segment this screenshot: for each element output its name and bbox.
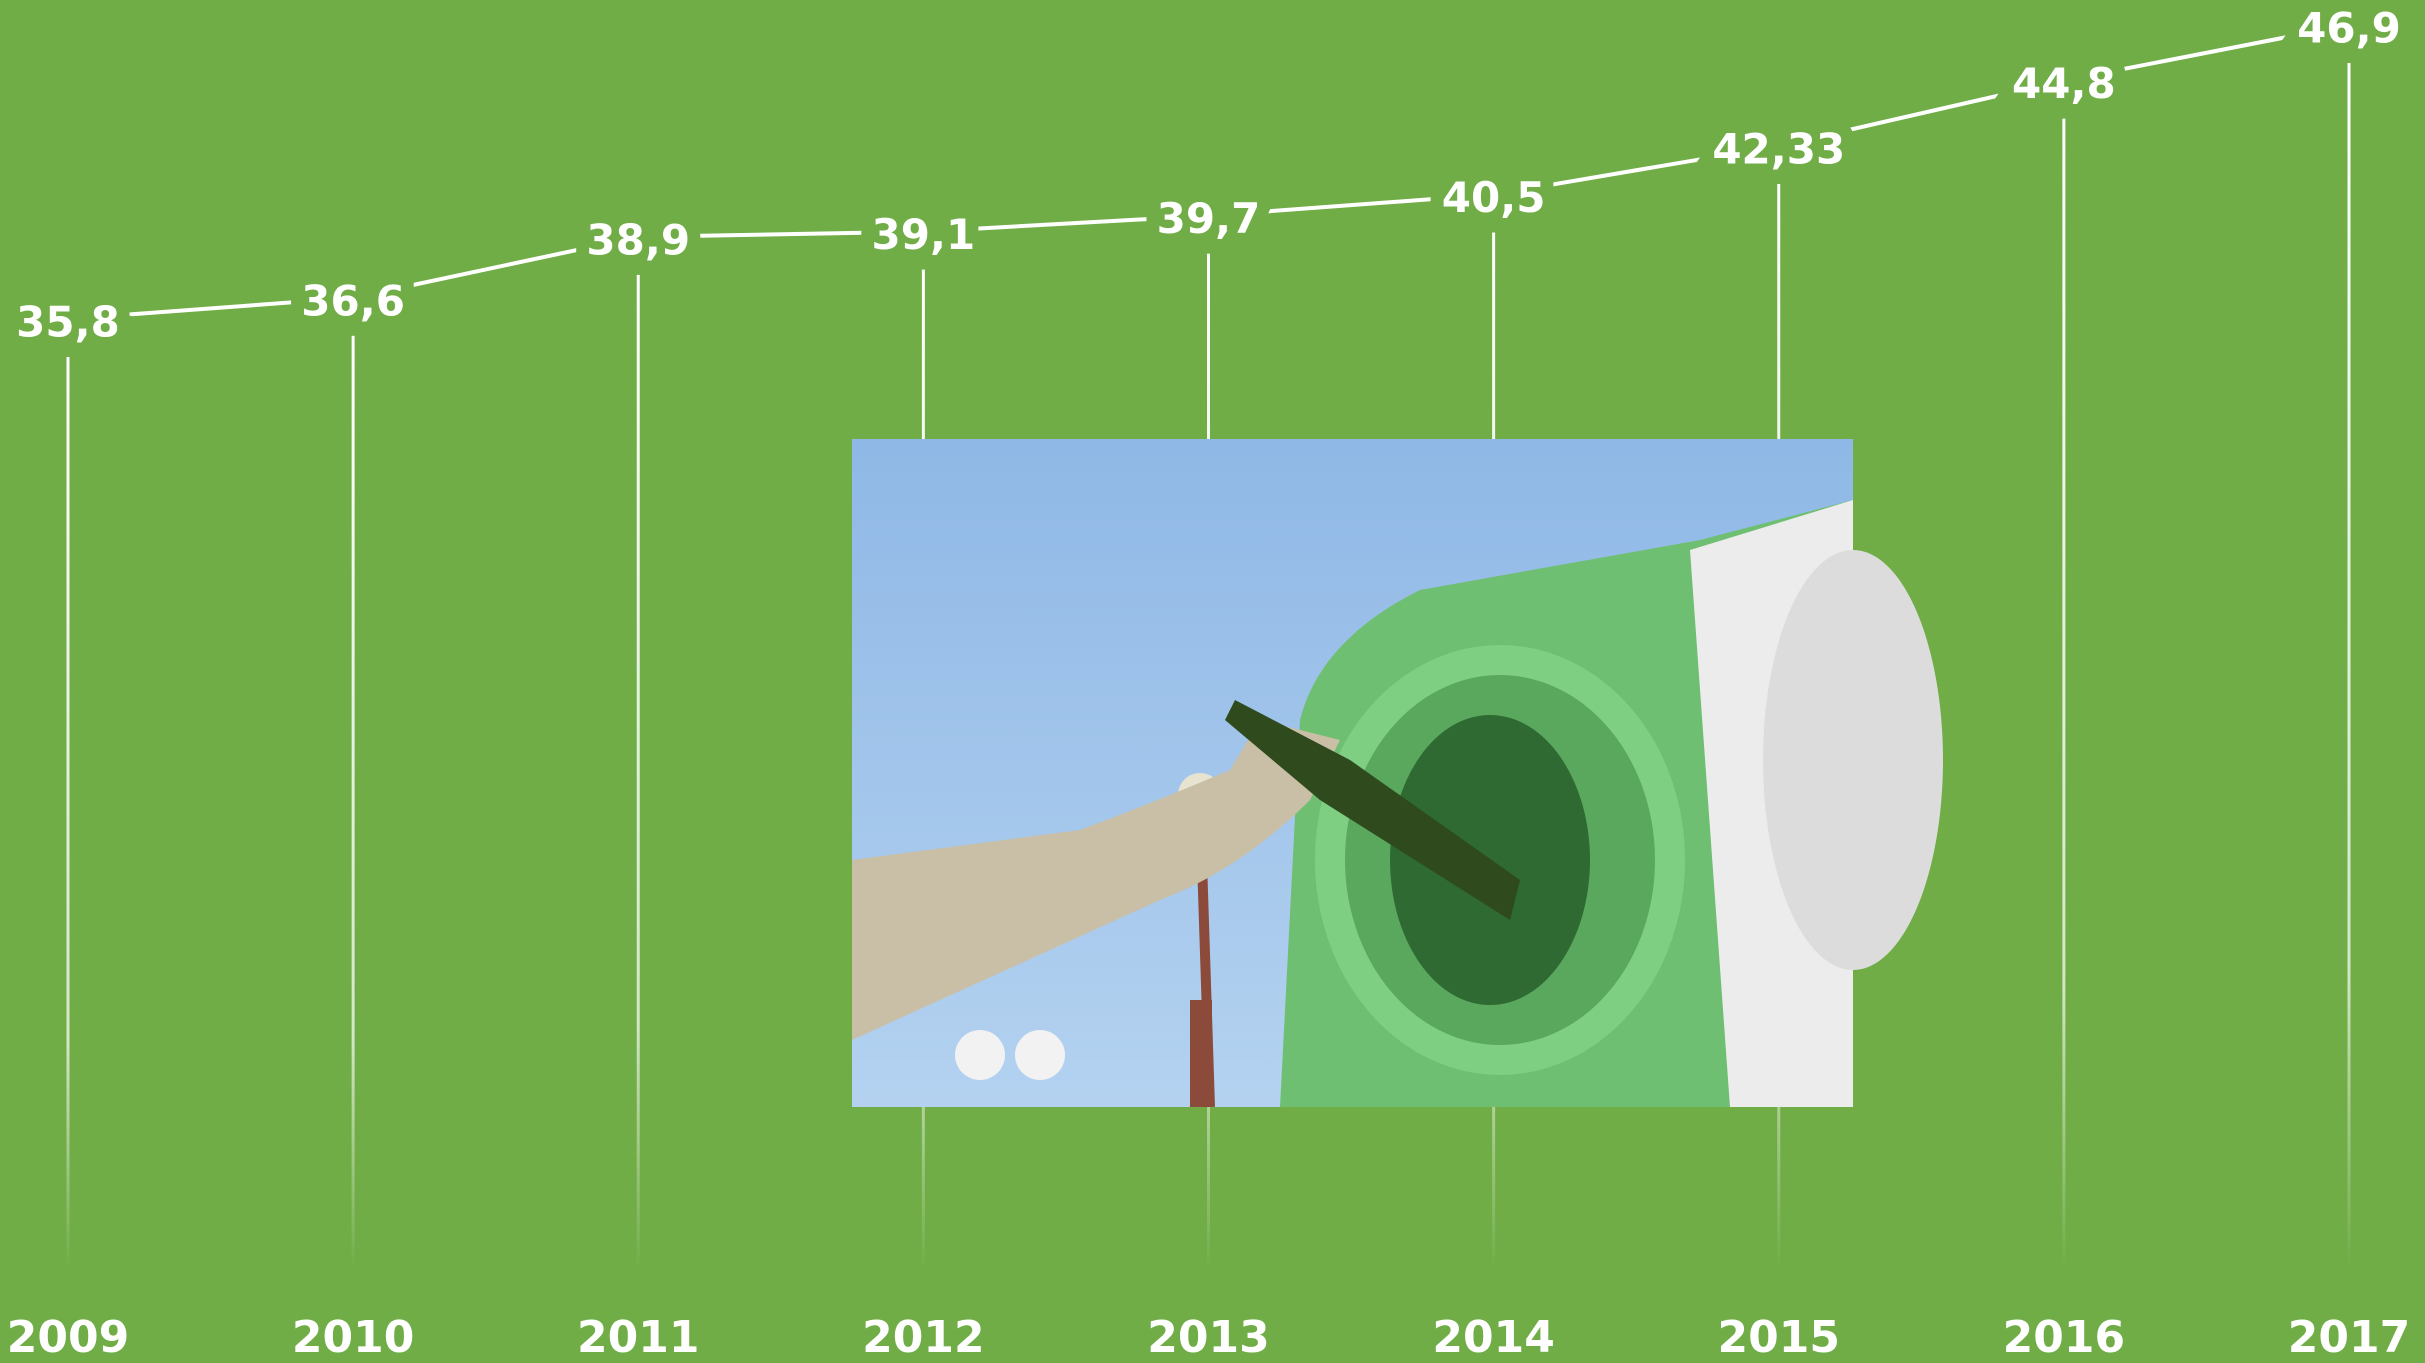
x-tick-label: 2017: [2288, 1312, 2410, 1363]
x-tick-label: 2015: [1718, 1312, 1840, 1363]
x-tick-label: 2009: [7, 1312, 129, 1363]
drop-line: [351, 335, 355, 1271]
drop-line: [2062, 118, 2066, 1271]
x-tick-label: 2011: [577, 1312, 699, 1363]
data-label: 38,9: [586, 215, 690, 264]
series-line: [67, 23, 2350, 321]
data-label: 39,7: [1157, 194, 1261, 243]
x-tick-label: 2010: [292, 1312, 414, 1363]
data-label: 46,9: [2297, 4, 2401, 53]
data-label: 44,8: [2012, 59, 2116, 108]
data-label: 36,6: [301, 276, 405, 325]
x-tick-label: 2016: [2003, 1312, 2125, 1363]
photo: [852, 439, 1943, 1108]
drop-line: [66, 357, 70, 1270]
data-label: 42,33: [1712, 125, 1845, 174]
data-label: 35,8: [16, 298, 120, 347]
data-label: 39,1: [872, 210, 976, 259]
x-tick-label: 2012: [862, 1312, 984, 1363]
x-tick-label: 2014: [1432, 1312, 1554, 1363]
drop-line: [2347, 63, 2351, 1270]
data-label: 40,5: [1442, 173, 1546, 222]
x-tick-label: 2013: [1147, 1312, 1269, 1363]
drop-line: [636, 274, 640, 1270]
